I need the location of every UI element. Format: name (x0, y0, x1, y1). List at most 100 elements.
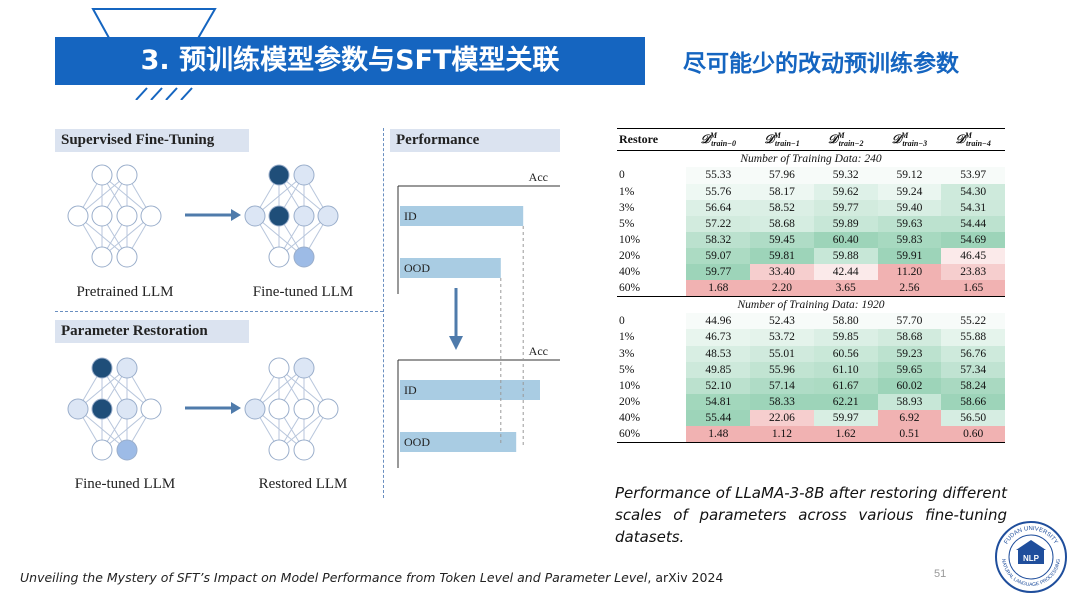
table-cell: 57.14 (750, 377, 814, 394)
table-row: 60% 1.48 1.12 1.62 0.51 0.60 (617, 425, 1005, 444)
neuron (116, 439, 138, 461)
axis-label: Acc (529, 344, 548, 358)
finetuned-llm-caption-2: Fine-tuned LLM (74, 476, 176, 492)
neuron (244, 205, 266, 227)
table-cell: 59.89 (813, 215, 878, 232)
finetuned-network-2 (67, 357, 162, 461)
table-cell: 56.64 (686, 199, 751, 216)
table-cell: 58.32 (686, 231, 751, 248)
table-cell-restore: 20% (619, 249, 641, 262)
table-cell: 54.31 (941, 199, 1005, 216)
table-cell: 1.12 (750, 425, 814, 444)
neuron (293, 398, 315, 420)
table-cell: 52.10 (686, 377, 751, 394)
table-row: 3% 48.53 55.01 60.56 59.23 56.76 (617, 345, 1005, 362)
neuron (293, 164, 315, 186)
table-cell: 22.06 (750, 409, 814, 426)
table-row: 20% 54.81 58.33 62.21 58.93 58.66 (617, 393, 1005, 410)
table-cell-restore: 60% (617, 280, 687, 298)
table-cell: 57.96 (750, 167, 814, 184)
table-cell: 59.62 (813, 183, 878, 200)
table-cell: 54.44 (941, 215, 1005, 232)
citation-title: Unveiling the Mystery of SFT’s Impact on… (20, 570, 648, 585)
table-section-row: Number of Training Data: 240 (617, 150, 1005, 168)
table-cell: 46.73 (686, 329, 751, 346)
table-cell: 59.91 (877, 247, 942, 265)
restoration-results-table: Restore 𝒟Mtrain−0 𝒟Mtrain−1 𝒟Mtrain−2 𝒟Mtrai… (617, 127, 1005, 444)
table-cell: 59.63 (877, 215, 942, 232)
table-cell: 59.77 (813, 199, 878, 216)
citation-footer: Unveiling the Mystery of SFT’s Impact on… (20, 570, 723, 585)
table-cell: 61.10 (813, 361, 878, 378)
perf-bar (400, 432, 517, 452)
perf-bar-label: ID (404, 209, 417, 223)
table-row: 10% 52.10 57.14 61.67 60.02 58.24 (617, 377, 1005, 394)
table-cell: 48.53 (686, 345, 751, 362)
table-cell: 60.40 (813, 231, 878, 248)
table-cell-restore: 10% (619, 379, 641, 392)
vertical-divider (383, 128, 384, 498)
table-cell: 53.97 (941, 167, 1005, 184)
neuron (91, 246, 113, 268)
table-row: 40% 59.77 33.40 42.44 11.20 23.83 (617, 264, 1005, 281)
table-cell: 58.17 (750, 183, 814, 200)
table-row: 3% 56.64 58.52 59.77 59.40 54.31 (617, 199, 1005, 216)
neuron (91, 205, 113, 227)
table-section-title: Number of Training Data: 240 (617, 150, 1005, 168)
pretrained-network (67, 164, 162, 268)
table-cell: 54.81 (686, 393, 751, 410)
table-cell: 11.20 (877, 264, 942, 281)
axis-label: Acc (529, 170, 548, 184)
table-cell: 2.56 (877, 280, 942, 298)
column-header: Restore (617, 127, 687, 152)
performance-bars: Acc ID OOD Acc ID OOD (397, 170, 560, 468)
perf-bar-label: ID (404, 383, 417, 397)
neuron (293, 357, 315, 379)
table-cell: 0.60 (941, 425, 1005, 444)
table-cell: 58.68 (750, 215, 814, 232)
right-arrow-icon (185, 402, 241, 414)
neuron (140, 398, 162, 420)
table-row: 60% 1.68 2.20 3.65 2.56 1.65 (617, 280, 1005, 298)
table-cell: 1.62 (813, 425, 878, 444)
table-cell: 58.93 (877, 393, 942, 410)
finetuned-network (244, 164, 339, 268)
table-cell-restore: 10% (619, 233, 641, 246)
table-cell: 3.65 (813, 280, 878, 298)
neuron (91, 439, 113, 461)
table-cell: 55.44 (686, 409, 751, 426)
perf-bar (400, 258, 501, 278)
table-cell: 58.52 (750, 199, 814, 216)
table-cell: 59.77 (686, 264, 751, 281)
table-row: 5% 49.85 55.96 61.10 59.65 57.34 (617, 361, 1005, 378)
sft-section-label: Supervised Fine-Tuning (55, 129, 249, 152)
table-cell: 59.07 (686, 247, 751, 265)
table-row: 5% 57.22 58.68 59.89 59.63 54.44 (617, 215, 1005, 232)
down-arrow-icon (449, 288, 463, 350)
table-cell-restore: 5% (619, 217, 635, 230)
table-cell-restore: 3% (619, 201, 635, 214)
table-cell: 2.20 (750, 280, 814, 298)
page-number: 51 (934, 568, 947, 580)
table-cell: 59.85 (813, 329, 878, 346)
table-cell: 58.66 (941, 393, 1005, 410)
table-cell: 56.50 (941, 409, 1005, 426)
table-cell: 1.68 (686, 280, 751, 298)
table-cell-restore: 3% (619, 347, 635, 360)
table-cell: 1.48 (686, 425, 751, 444)
neuron (268, 357, 290, 379)
finetuned-llm-caption: Fine-tuned LLM (252, 284, 354, 300)
neuron (91, 164, 113, 186)
neuron (317, 398, 339, 420)
table-cell: 59.65 (877, 361, 942, 378)
neuron (91, 357, 113, 379)
table-cell: 57.34 (941, 361, 1005, 378)
performance-section-label: Performance (390, 129, 560, 152)
table-cell-restore: 0 (619, 169, 625, 182)
neuron (67, 398, 89, 420)
table-cell: 61.67 (813, 377, 878, 394)
table-cell-restore: 40% (619, 266, 641, 279)
horizontal-divider (55, 311, 383, 312)
table-cell: 58.33 (750, 393, 814, 410)
table-cell: 44.96 (686, 313, 751, 330)
